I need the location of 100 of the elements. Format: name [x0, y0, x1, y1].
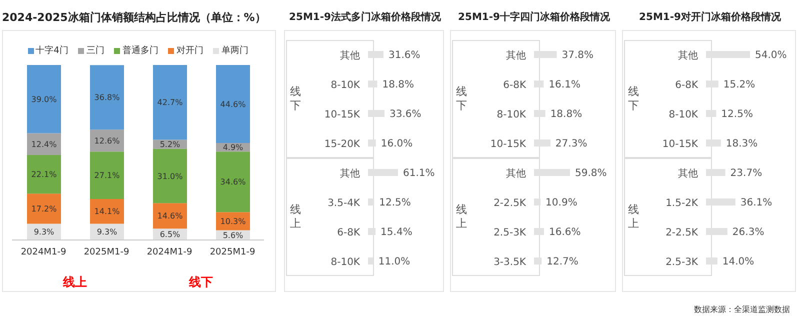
bar	[534, 169, 570, 176]
bar	[706, 228, 728, 235]
text: 线下	[628, 85, 640, 113]
data-label: 34.6%	[220, 178, 246, 187]
bar	[90, 130, 124, 152]
bar	[27, 194, 61, 224]
data-label: 18.8%	[382, 80, 414, 91]
bar	[153, 203, 187, 229]
bar	[706, 80, 718, 88]
data-label: 9.3%	[34, 228, 55, 237]
data-label: 12.4%	[31, 140, 58, 149]
data-label: 37.8%	[562, 50, 594, 62]
data-label: 16.1%	[548, 80, 580, 91]
data-label: 36.8%	[94, 93, 120, 102]
bar	[534, 198, 541, 206]
bar	[216, 152, 250, 212]
data-label: 59.8%	[575, 168, 607, 180]
y-tick-label: 8-10K	[496, 109, 526, 120]
x-tick-label: 2024M1-9	[146, 247, 192, 258]
data-label: 17.2%	[31, 204, 58, 214]
data-label: 11.0%	[378, 256, 410, 268]
y-tick-label: 其他	[678, 167, 698, 180]
source-note: 数据来源：全渠道监测数据	[694, 304, 790, 315]
data-label: 27.3%	[555, 138, 588, 150]
bar	[706, 198, 736, 206]
bar	[706, 169, 726, 176]
y-tick-label: 其他	[340, 167, 360, 180]
y-tick-label: 2.5-3K	[666, 256, 698, 268]
data-label: 39.0%	[31, 94, 58, 104]
data-label: 4.9%	[222, 143, 244, 152]
data-label: 14.0%	[722, 256, 754, 268]
legend-label: 三门	[85, 44, 104, 57]
data-label: 44.6%	[220, 100, 246, 109]
bar	[534, 258, 542, 264]
y-tick-label: 其他	[506, 49, 526, 62]
data-label: 15.4%	[380, 227, 412, 238]
bar	[534, 110, 546, 117]
y-tick-label: 2-2.5K	[666, 227, 698, 238]
data-label: 12.5%	[379, 198, 411, 209]
chart-title: 25M1-9十字四门冰箱价格段情况	[457, 10, 611, 24]
bar	[368, 110, 384, 117]
legend-label: 十字4门	[34, 44, 68, 57]
data-label: 18.8%	[550, 109, 582, 120]
data-label: 27.1%	[94, 171, 120, 180]
bar	[216, 65, 250, 144]
y-tick-label: 8-10K	[330, 80, 360, 91]
bar	[153, 65, 187, 140]
bar	[153, 148, 187, 204]
data-label: 16.6%	[548, 227, 581, 238]
y-tick-label: 其他	[506, 167, 526, 180]
bar	[534, 51, 557, 58]
data-label: 12.7%	[546, 256, 578, 268]
bar	[27, 65, 61, 134]
data-label: 31.0%	[157, 172, 184, 181]
text: 线上	[456, 203, 468, 231]
bar	[534, 228, 544, 235]
data-label: 26.3%	[732, 227, 764, 238]
data-label: 15.2%	[723, 80, 756, 91]
data-label: 6.5%	[160, 230, 181, 240]
bar	[368, 198, 374, 206]
x-tick-label: 2025M1-9	[84, 247, 130, 258]
text: 线上	[62, 274, 88, 291]
y-tick-label: 8-10K	[668, 109, 698, 120]
y-tick-label: 2.5-3K	[494, 227, 526, 238]
bar	[534, 140, 550, 146]
data-label: 23.7%	[730, 168, 762, 180]
y-tick-label: 3-3.5K	[494, 256, 526, 268]
data-label: 5.2%	[160, 140, 181, 150]
bar	[368, 140, 376, 146]
y-tick-label: 10-15K	[324, 109, 360, 120]
y-tick-label: 6-8K	[503, 80, 526, 91]
data-label: 14.1%	[94, 207, 120, 216]
bar	[368, 228, 376, 235]
text: 线下	[290, 85, 302, 113]
bar	[90, 199, 124, 224]
data-label: 12.5%	[721, 109, 753, 120]
data-label: 12.6%	[94, 136, 120, 146]
data-label: 10.9%	[546, 198, 578, 209]
text: 线上	[290, 203, 302, 231]
bar	[90, 152, 124, 200]
chart-title: 2024-2025冰箱门体销额结构占比情况（单位：%）	[2, 10, 267, 25]
y-tick-label: 1.5-2K	[666, 198, 698, 209]
y-tick-label: 2-2.5K	[494, 198, 526, 209]
legend-label: 对开门	[175, 44, 204, 57]
bar	[534, 80, 544, 88]
y-tick-label: 10-15K	[490, 138, 526, 150]
chart-title: 25M1-9对开门冰箱价格段情况	[638, 10, 782, 24]
text: 线上	[628, 203, 640, 231]
bar	[368, 51, 384, 58]
legend-label: 单两门	[220, 44, 248, 57]
bar	[27, 154, 61, 194]
data-label: 33.6%	[390, 109, 422, 120]
y-tick-label: 6-8K	[337, 227, 360, 238]
bar	[368, 80, 378, 88]
data-label: 36.1%	[740, 198, 772, 209]
data-label: 16.0%	[380, 138, 413, 150]
data-label: 9.3%	[96, 228, 118, 237]
chart-title: 25M1-9法式多门冰箱价格段情况	[288, 10, 442, 24]
y-tick-label: 15-20K	[324, 138, 360, 150]
y-tick-label: 其他	[678, 49, 698, 62]
